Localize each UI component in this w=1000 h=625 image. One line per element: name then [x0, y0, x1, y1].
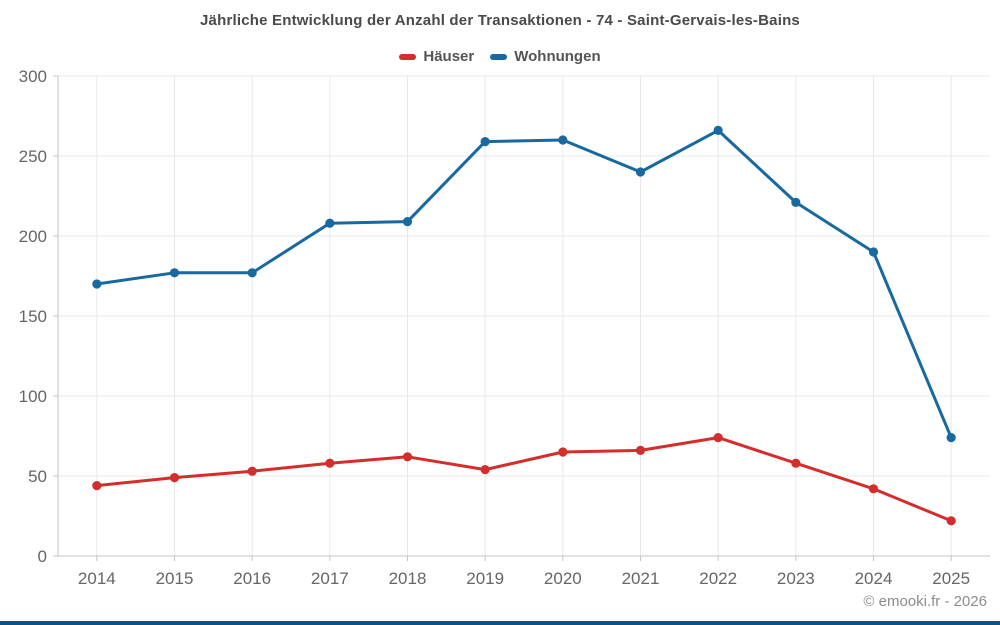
- y-tick-label: 0: [38, 547, 47, 566]
- data-point-wohnungen[interactable]: [480, 137, 490, 147]
- x-tick-label: 2020: [544, 569, 582, 588]
- y-tick-label: 300: [19, 67, 47, 86]
- data-point-häuser[interactable]: [946, 516, 956, 526]
- data-point-häuser[interactable]: [868, 484, 879, 494]
- y-tick-label: 250: [19, 147, 47, 166]
- footer-credit: © emooki.fr - 2026: [863, 593, 987, 610]
- chart-title: Jährliche Entwicklung der Anzahl der Tra…: [200, 12, 800, 29]
- data-point-häuser[interactable]: [402, 452, 413, 462]
- legend-label: Häuser: [423, 48, 475, 65]
- y-tick-label: 50: [28, 467, 47, 486]
- data-point-wohnungen[interactable]: [325, 218, 335, 228]
- wohnungen-color-swatch: [490, 53, 508, 60]
- x-tick-label: 2025: [932, 569, 970, 588]
- x-tick-label: 2022: [699, 569, 737, 588]
- series-line-häuser: [95, 436, 953, 523]
- y-tick-label: 200: [19, 227, 47, 246]
- x-tick-label: 2016: [233, 569, 271, 588]
- data-point-häuser[interactable]: [325, 458, 335, 468]
- x-tick-label: 2023: [777, 569, 815, 588]
- x-tick-label: 2021: [622, 569, 660, 588]
- x-tick-label: 2019: [466, 569, 504, 588]
- data-point-häuser[interactable]: [713, 433, 723, 443]
- bottom-accent-bar: [0, 621, 1000, 625]
- data-point-wohnungen[interactable]: [635, 167, 646, 177]
- data-point-wohnungen[interactable]: [713, 125, 723, 135]
- legend-item-wohnungen[interactable]: Wohnungen: [490, 48, 601, 65]
- data-point-wohnungen[interactable]: [247, 268, 257, 278]
- y-tick-label: 100: [19, 387, 47, 406]
- chart-legend: Häuser Wohnungen: [0, 48, 1000, 65]
- data-point-häuser[interactable]: [92, 481, 102, 491]
- x-tick-label: 2017: [311, 569, 349, 588]
- legend-item-haeuser[interactable]: Häuser: [399, 48, 474, 65]
- data-point-häuser[interactable]: [247, 466, 257, 476]
- x-tick-label: 2018: [389, 569, 427, 588]
- x-tick-label: 2015: [156, 569, 194, 588]
- legend-label: Wohnungen: [514, 48, 601, 65]
- haeuser-color-swatch: [399, 53, 417, 60]
- data-point-wohnungen[interactable]: [946, 433, 956, 443]
- data-point-häuser[interactable]: [791, 458, 801, 468]
- data-point-wohnungen[interactable]: [92, 279, 102, 289]
- data-point-wohnungen[interactable]: [868, 247, 879, 257]
- x-tick-label: 2024: [855, 569, 893, 588]
- data-point-wohnungen[interactable]: [558, 135, 568, 145]
- data-point-wohnungen[interactable]: [791, 197, 801, 207]
- data-point-wohnungen[interactable]: [402, 217, 413, 227]
- y-tick-label: 150: [19, 307, 47, 326]
- series-line-wohnungen: [95, 128, 953, 440]
- data-point-häuser[interactable]: [169, 473, 180, 483]
- x-tick-label: 2014: [78, 569, 116, 588]
- data-point-wohnungen[interactable]: [169, 268, 180, 278]
- data-point-häuser[interactable]: [480, 465, 490, 475]
- data-point-häuser[interactable]: [635, 445, 646, 455]
- data-point-häuser[interactable]: [558, 447, 568, 457]
